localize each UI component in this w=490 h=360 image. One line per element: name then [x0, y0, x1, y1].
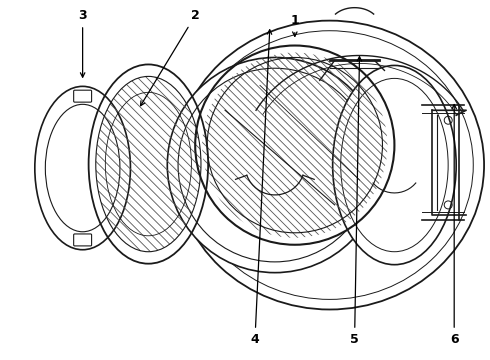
Text: 6: 6: [450, 104, 459, 346]
Ellipse shape: [46, 104, 120, 232]
FancyBboxPatch shape: [74, 90, 92, 102]
Ellipse shape: [35, 86, 130, 250]
Text: 5: 5: [350, 57, 362, 346]
Ellipse shape: [333, 66, 456, 265]
Text: 3: 3: [78, 9, 87, 77]
Text: 2: 2: [141, 9, 199, 106]
Text: 4: 4: [250, 30, 272, 346]
Ellipse shape: [175, 21, 484, 310]
FancyBboxPatch shape: [74, 234, 92, 246]
Text: 1: 1: [291, 14, 299, 36]
Circle shape: [167, 58, 383, 273]
